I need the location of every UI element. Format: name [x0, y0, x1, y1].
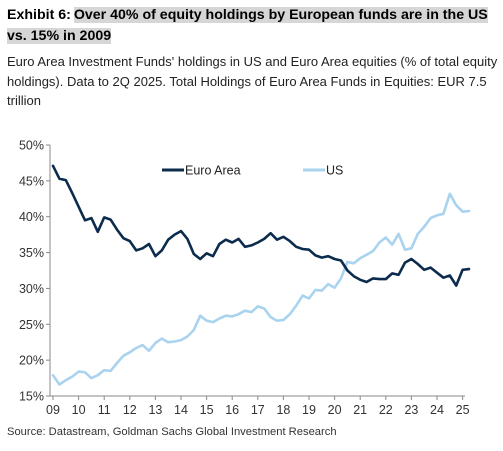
x-tick-label: 17 [251, 403, 265, 417]
series-line-us [51, 192, 471, 386]
y-tick-label: 40% [19, 210, 44, 224]
x-tick-label: 25 [456, 403, 470, 417]
x-tick-label: 15 [200, 403, 214, 417]
x-tick-label: 19 [302, 403, 316, 417]
legend: Euro Area US [162, 164, 343, 178]
x-tick-label: 13 [148, 403, 162, 417]
x-tick-label: 18 [276, 403, 290, 417]
exhibit-title: Exhibit 6: Over 40% of equity holdings by… [7, 5, 497, 47]
x-tick-label: 24 [430, 403, 444, 417]
x-tick-label: 10 [72, 403, 86, 417]
y-tick-label: 20% [19, 354, 44, 368]
x-tick-label: 11 [98, 403, 111, 417]
y-axis: 15% 20% 25% 30% 35% 40% 45% 50% [19, 139, 51, 404]
source-note: Source: Datastream, Goldman Sachs Global… [7, 426, 337, 438]
series-lines [51, 164, 471, 386]
legend-label-us: US [326, 164, 343, 178]
x-axis: 09 10 11 12 13 14 15 16 17 18 19 20 21 22 23 24 25 [46, 395, 470, 417]
x-tick-label: 23 [404, 403, 418, 417]
series-line-euro-area [51, 164, 471, 287]
exhibit-number: Exhibit 6: [7, 7, 71, 23]
y-tick-label: 45% [19, 174, 44, 188]
chart-subtitle: Euro Area Investment Funds' holdings in … [7, 54, 498, 108]
x-tick-label: 20 [328, 403, 342, 417]
y-tick-label: 15% [19, 390, 44, 404]
y-tick-label: 30% [19, 282, 44, 296]
y-tick-label: 35% [19, 246, 44, 260]
x-tick-label: 22 [379, 403, 393, 417]
y-tick-label: 50% [19, 139, 44, 153]
x-tick-label: 09 [46, 403, 60, 417]
x-tick-label: 12 [123, 403, 137, 417]
x-tick-label: 14 [174, 403, 188, 417]
y-tick-label: 25% [19, 318, 44, 332]
legend-label-euro-area: Euro Area [185, 164, 241, 178]
x-tick-label: 16 [225, 403, 239, 417]
x-tick-label: 21 [353, 403, 367, 417]
